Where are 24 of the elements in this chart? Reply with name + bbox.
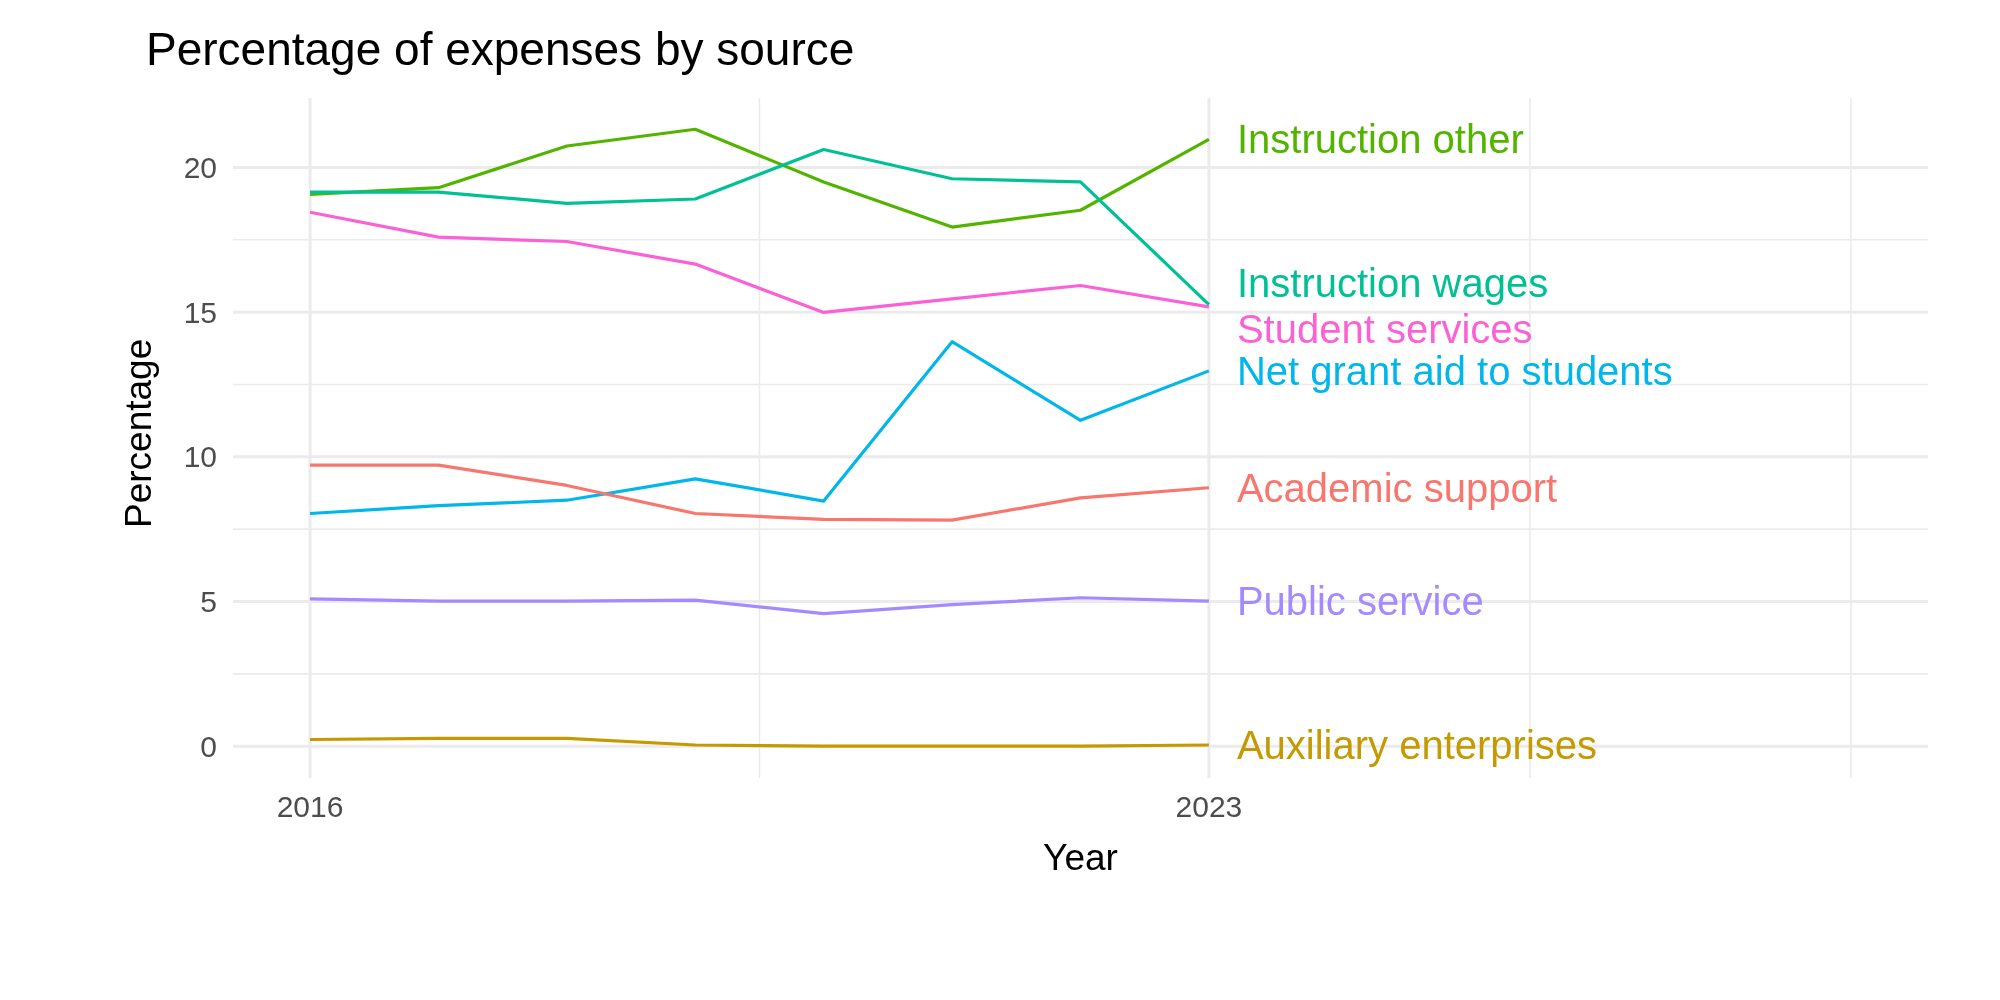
series-label: Auxiliary enterprises xyxy=(1236,723,1598,768)
series-label: Instruction wages xyxy=(1236,260,1549,305)
x-axis-title: Year xyxy=(1043,837,1118,878)
series-label: Public service xyxy=(1236,579,1484,624)
y-axis-title: Percentage xyxy=(118,338,160,528)
line-series xyxy=(308,736,1211,748)
line-series xyxy=(308,340,1211,516)
line-series xyxy=(308,596,1211,616)
x-tick-label: 2016 xyxy=(276,790,344,824)
line-series xyxy=(308,463,1211,522)
y-tick-label: 15 xyxy=(183,295,217,329)
series-label: Student services xyxy=(1236,306,1533,351)
line-series xyxy=(308,210,1211,315)
line-series xyxy=(308,147,1211,307)
y-tick-label: 20 xyxy=(183,151,217,185)
line-series xyxy=(308,127,1211,229)
y-tick-label: 0 xyxy=(200,729,217,763)
series-label: Net grant aid to students xyxy=(1236,348,1673,393)
y-tick-label: 5 xyxy=(200,585,217,619)
series-label: Instruction other xyxy=(1236,117,1524,162)
y-tick-label: 10 xyxy=(183,440,217,474)
chart-title: Percentage of expenses by source xyxy=(146,22,855,76)
series-label: Academic support xyxy=(1236,465,1558,510)
x-tick-label: 2023 xyxy=(1175,790,1243,824)
